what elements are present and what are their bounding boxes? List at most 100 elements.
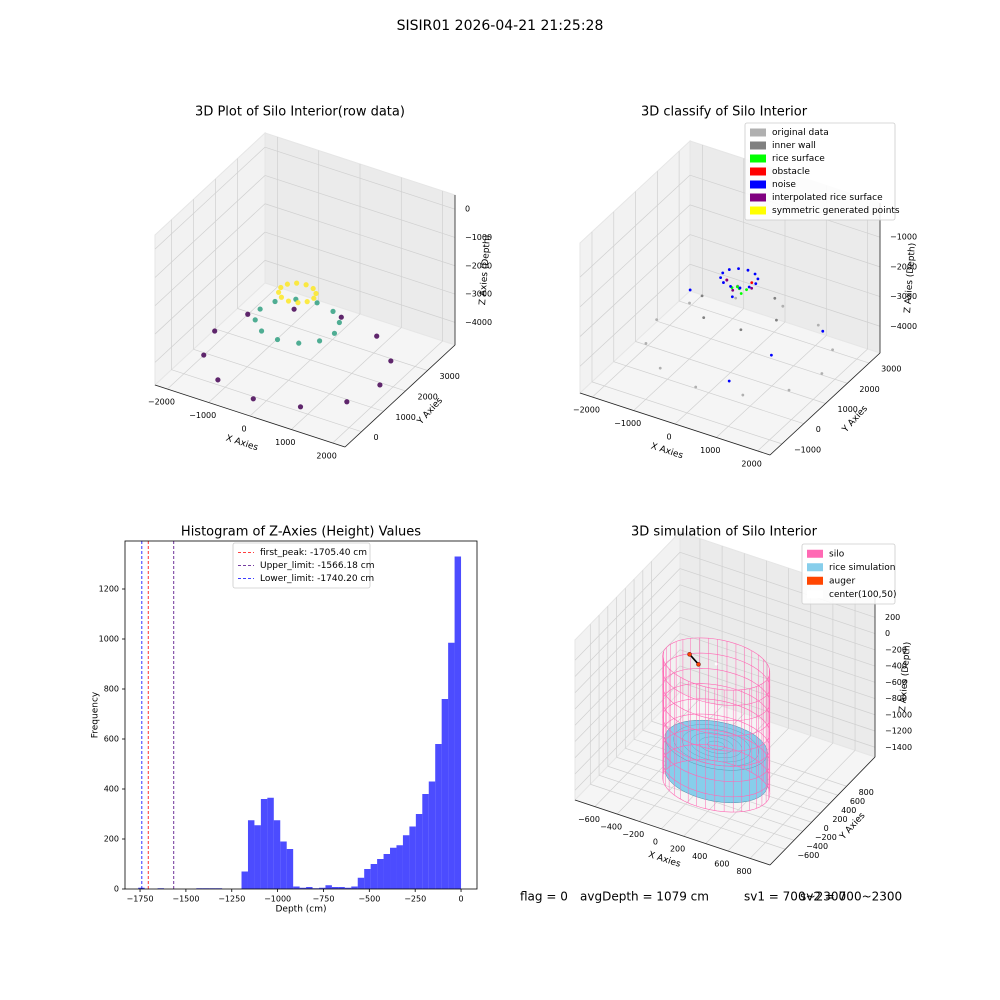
y-tick-label: 0	[824, 824, 829, 833]
x-tick-label: −600	[578, 815, 600, 824]
grid-line	[679, 584, 876, 651]
bar	[241, 871, 248, 889]
legend-frame	[801, 543, 896, 605]
footer-text: flag = 0	[520, 890, 568, 904]
legend-swatch	[750, 180, 766, 189]
legend-label: rice surface	[772, 154, 825, 164]
point	[725, 278, 729, 282]
point	[746, 268, 750, 272]
grid-line	[679, 600, 876, 667]
point	[734, 296, 738, 300]
x-tick-label: −200	[622, 830, 644, 839]
y-tick-label: 200	[832, 815, 847, 824]
y-tick-label: 1200	[99, 585, 119, 594]
legend-swatch	[750, 167, 766, 176]
chart-title: 3D simulation of Silo Interior	[631, 525, 818, 540]
point	[338, 314, 344, 320]
bar	[299, 887, 307, 889]
x-tick-label: −1000	[189, 411, 216, 420]
point	[737, 267, 740, 270]
grid-line	[716, 335, 827, 438]
z-tick-label: −2000	[465, 261, 492, 270]
grid-line	[264, 260, 456, 323]
bar	[402, 835, 410, 889]
point	[773, 296, 777, 300]
point	[655, 318, 659, 322]
grid-line	[171, 369, 362, 433]
chart-title: Histogram of Z-Axies (Height) Values	[181, 525, 421, 540]
grid-line	[574, 552, 681, 661]
grid-line	[167, 286, 278, 390]
grid-line	[679, 551, 876, 618]
point	[730, 295, 734, 299]
grid-line	[757, 348, 868, 452]
grid-line	[591, 381, 783, 445]
z-tick-label: −200	[885, 645, 907, 654]
y-tick-label: 0	[816, 425, 821, 434]
legend-label: interpolated rice surface	[772, 193, 883, 203]
x-tick-label: 200	[670, 845, 685, 854]
bar	[428, 781, 436, 889]
x-tick-label: 2000	[741, 459, 761, 468]
point	[291, 306, 297, 312]
grid-line	[594, 698, 701, 807]
z-tick-label: −4000	[465, 318, 492, 327]
bar	[344, 887, 352, 889]
z-tick-label: −600	[885, 678, 907, 687]
point	[331, 330, 338, 336]
y-tick-label: −400	[806, 842, 828, 851]
bar	[435, 744, 442, 889]
z-tick-label: 200	[885, 613, 900, 622]
bar	[280, 841, 287, 889]
y-tick-label: 3000	[881, 365, 901, 374]
y-tick-label: 800	[859, 788, 874, 797]
axis-line	[154, 384, 346, 448]
point	[738, 286, 742, 290]
point	[753, 272, 757, 276]
grid-line	[264, 203, 456, 267]
y-axis-label: Frequency	[91, 691, 101, 738]
point	[278, 284, 284, 291]
bar	[286, 849, 294, 889]
grid-line	[264, 146, 456, 210]
axis-line	[769, 352, 881, 456]
grid-line	[208, 300, 319, 403]
grid-line	[154, 231, 266, 335]
point	[721, 271, 725, 275]
y-tick-label: −600	[797, 851, 819, 860]
point	[816, 323, 820, 327]
point	[215, 377, 221, 383]
grid-line	[574, 568, 681, 677]
x-tick-label: −1750	[127, 895, 154, 904]
x-tick-label: 0	[653, 837, 658, 846]
grid-line	[679, 616, 876, 683]
axis-line	[344, 344, 456, 448]
legend-label: first_peak: -1705.40 cm	[260, 548, 367, 558]
grid-line	[679, 649, 876, 716]
grid-line	[727, 742, 834, 852]
legend-label: obstacle	[772, 167, 810, 177]
z-tick-label: −4000	[890, 322, 917, 331]
chart-title: 3D Plot of Silo Interior(row data)	[195, 105, 405, 120]
bar	[331, 887, 339, 889]
z-tick-label: −1200	[885, 727, 912, 736]
z-tick-label: −1000	[465, 233, 492, 242]
bar	[390, 847, 397, 889]
grid-line	[657, 320, 848, 384]
point	[769, 353, 773, 357]
legend-swatch	[807, 563, 823, 572]
point	[787, 388, 791, 392]
bar	[448, 642, 455, 889]
footer-text: sv2 = 700~2300	[800, 890, 902, 904]
grid-line	[633, 308, 744, 411]
grid-line	[579, 174, 691, 278]
point	[754, 282, 758, 286]
grid-line	[574, 584, 681, 694]
y-tick-label: −1000	[794, 445, 821, 454]
grid-line	[689, 234, 881, 297]
point	[314, 300, 320, 306]
legend-swatch	[750, 128, 766, 137]
z-axis-label: Z Axies (Depth)	[903, 242, 918, 313]
point	[688, 301, 691, 305]
bar	[441, 699, 449, 889]
